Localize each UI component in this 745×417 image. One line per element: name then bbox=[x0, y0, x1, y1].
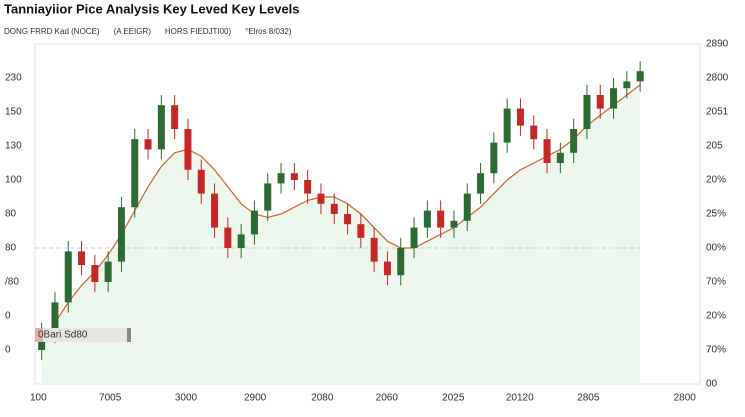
candle-body bbox=[543, 139, 551, 163]
x-tick-label: 3000 bbox=[175, 393, 198, 404]
candle-body bbox=[131, 139, 139, 208]
candle-body bbox=[330, 203, 338, 214]
candle-body bbox=[503, 108, 511, 143]
badge-accent bbox=[35, 328, 43, 342]
y2-tick-label: 70% bbox=[706, 345, 726, 356]
legend-entry: HORS FIEDJTI00) bbox=[165, 27, 232, 36]
legend-entry: DONG FRRD Kad (NOCE) bbox=[4, 27, 100, 36]
candle-body bbox=[490, 142, 498, 174]
candle-body bbox=[104, 261, 112, 282]
candle-body bbox=[51, 302, 59, 333]
y-tick-label: 0 bbox=[5, 311, 11, 322]
candle-body bbox=[144, 139, 152, 150]
candle-body bbox=[224, 227, 232, 248]
candle-body bbox=[64, 251, 72, 303]
candle-body bbox=[277, 173, 285, 184]
candle-body bbox=[477, 173, 485, 194]
x-tick-label: 2900 bbox=[244, 393, 267, 404]
badge-box bbox=[35, 328, 130, 342]
y2-tick-label: 25% bbox=[706, 209, 726, 220]
candle-body bbox=[78, 251, 86, 265]
y2-tick-label: 00 bbox=[706, 379, 718, 390]
candle-body bbox=[304, 180, 312, 194]
x-tick-label: 7005 bbox=[99, 393, 122, 404]
y2-tick-label: 20% bbox=[706, 175, 726, 186]
candle-body bbox=[397, 248, 405, 276]
legend-entry: °Elros 8/032) bbox=[245, 27, 292, 36]
candle-body bbox=[610, 88, 618, 109]
candle-body bbox=[317, 193, 325, 204]
candle-body bbox=[570, 129, 578, 153]
badge-label: 0Bari Sd80 bbox=[38, 330, 88, 341]
y2-tick-label: 2051 bbox=[706, 107, 729, 118]
x-tick-label: 2060 bbox=[376, 393, 399, 404]
candle-body bbox=[423, 210, 431, 228]
x-tick-label: 2080 bbox=[311, 393, 334, 404]
candle-body bbox=[91, 265, 99, 282]
y2-tick-label: 00% bbox=[706, 243, 726, 254]
candle-body bbox=[370, 237, 378, 262]
candle-body bbox=[117, 207, 125, 262]
y-tick-label: 0 bbox=[5, 345, 11, 356]
candle-body bbox=[516, 108, 524, 126]
candle-body bbox=[450, 220, 458, 228]
y2-tick-label: 2800 bbox=[706, 73, 729, 84]
y-tick-label: 150 bbox=[5, 107, 22, 118]
y-tick-label: 130 bbox=[5, 141, 22, 152]
candle-body bbox=[197, 169, 205, 194]
candle-body bbox=[636, 71, 644, 82]
candle-body bbox=[383, 261, 391, 276]
candle-body bbox=[556, 152, 564, 163]
candle-body bbox=[623, 81, 631, 89]
x-tick-label: 2025 bbox=[442, 393, 465, 404]
candle-body bbox=[157, 105, 165, 150]
x-tick-label: 2805 bbox=[577, 393, 600, 404]
candle-body bbox=[410, 227, 418, 248]
y-tick-label: 230 bbox=[5, 73, 22, 84]
candle-body bbox=[171, 105, 179, 129]
candle-body bbox=[583, 95, 591, 129]
x-tick-label: 20120 bbox=[506, 393, 534, 404]
candle-body bbox=[596, 95, 604, 109]
candle-body bbox=[237, 234, 245, 248]
y-tick-label: 100 bbox=[5, 175, 22, 186]
candle-body bbox=[264, 183, 272, 211]
y2-tick-label: 20% bbox=[706, 311, 726, 322]
candle-body bbox=[211, 193, 219, 228]
y2-tick-label: 70% bbox=[706, 277, 726, 288]
x-tick-label: 2800 bbox=[674, 393, 697, 404]
candle-body bbox=[290, 173, 298, 180]
legend-entry: (A EEIGR) bbox=[114, 27, 152, 36]
candle-body bbox=[530, 125, 538, 140]
candle-body bbox=[437, 210, 445, 228]
y2-tick-label: 2890 bbox=[706, 39, 729, 50]
candle-body bbox=[357, 224, 365, 238]
chart-title: Tanniayiior Pice Analysis Key Leved Key … bbox=[4, 1, 300, 16]
badge-end bbox=[127, 328, 131, 342]
candle-body bbox=[184, 129, 192, 170]
y-tick-label: /80 bbox=[5, 277, 19, 288]
y-tick-label: 80 bbox=[5, 243, 17, 254]
moving-average bbox=[41, 84, 641, 344]
x-tick-label: 100 bbox=[30, 393, 47, 404]
y-tick-label: 80 bbox=[5, 209, 17, 220]
candle-body bbox=[463, 193, 471, 221]
candle-body bbox=[250, 210, 258, 235]
candle-body bbox=[344, 214, 352, 225]
y2-tick-label: 205 bbox=[706, 141, 723, 152]
